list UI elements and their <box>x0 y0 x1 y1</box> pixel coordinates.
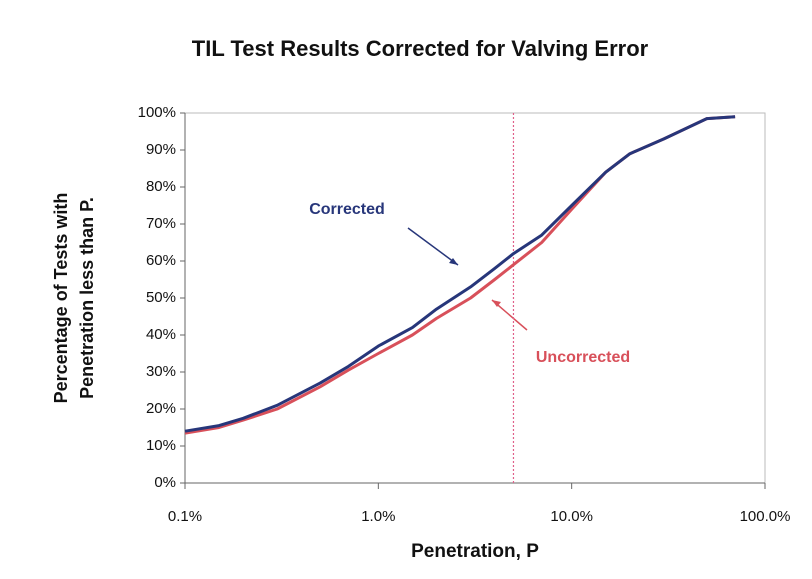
y-tick-label: 100% <box>138 104 176 121</box>
x-tick-label: 1.0% <box>361 508 395 525</box>
y-tick-label: 0% <box>154 474 176 491</box>
arrowhead <box>449 258 458 265</box>
chart-title: TIL Test Results Corrected for Valving E… <box>192 36 649 61</box>
plot-frame <box>184 112 766 484</box>
arrowhead <box>492 300 501 307</box>
x-tick-label: 10.0% <box>550 508 593 525</box>
y-axis-title: Percentage of Tests with <box>51 193 71 404</box>
x-axis-title: Penetration, P <box>411 541 539 562</box>
y-tick-label: 60% <box>146 252 176 269</box>
annotation-arrow <box>407 227 459 266</box>
series-line <box>184 115 736 435</box>
y-tick-label: 80% <box>146 178 176 195</box>
y-tick-label: 10% <box>146 437 176 454</box>
y-tick-label: 50% <box>146 289 176 306</box>
y-tick-label: 90% <box>146 141 176 158</box>
y-axis-title: Penetration less than P. <box>77 197 97 399</box>
x-tick-label: 100.0% <box>740 508 791 525</box>
y-tick-label: 70% <box>146 215 176 232</box>
y-tick-label: 20% <box>146 400 176 417</box>
x-tick-label: 0.1% <box>168 508 202 525</box>
series-annotation: Corrected <box>309 201 385 218</box>
y-tick-label: 30% <box>146 363 176 380</box>
series-line <box>184 115 736 433</box>
series-annotation: Uncorrected <box>536 349 630 366</box>
y-tick-label: 40% <box>146 326 176 343</box>
